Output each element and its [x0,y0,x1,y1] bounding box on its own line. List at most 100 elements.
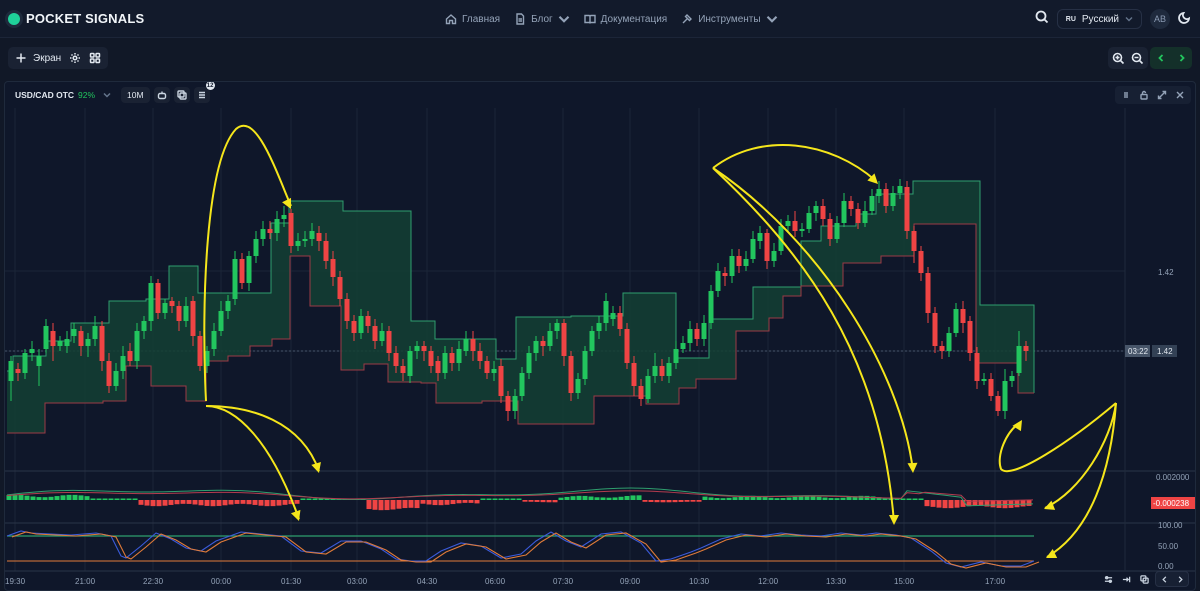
nav-home[interactable]: Главная [445,13,500,25]
chart-axes: 19:30 21:00 22:30 00:00 01:30 03:00 04:30 06:00… [5,268,1195,586]
candle [785,221,791,226]
candle [337,277,343,299]
time-axis-label: 17:00 [985,577,1006,586]
candle [491,369,497,373]
time-axis-label: 22:30 [143,577,164,586]
nav-tools[interactable]: Инструменты [681,13,777,25]
candle [701,323,707,339]
chart-pager [1155,571,1189,587]
chart-panel: USD/CAD OTC 92% 10M 12 19:30 21:00 22:30 00… [4,81,1196,591]
chevron-down-icon [558,16,569,23]
search-button[interactable] [1035,10,1049,29]
candle [967,321,973,353]
arrowhead-icon [1044,500,1056,510]
annotation-arrow [712,167,914,472]
user-avatar[interactable]: AB [1150,9,1170,29]
candle [92,326,98,339]
annotation-arrows [203,125,1117,558]
candle [932,313,938,346]
candle [36,356,42,366]
candle [197,336,203,366]
zoom-out-icon[interactable] [1131,52,1144,65]
chevron-right-icon[interactable] [1177,53,1187,63]
close-icon[interactable] [1175,90,1185,100]
candle [127,351,133,361]
brand-logo[interactable]: POCKET SIGNALS [8,11,144,26]
candle [421,346,427,351]
duplicate-chart-button[interactable] [173,87,190,103]
layout-grid-icon[interactable] [89,52,101,64]
brand-dot-icon [8,12,20,25]
chevron-down-icon [103,92,111,98]
candle [855,209,861,223]
candle [715,271,721,291]
candle [463,339,469,351]
copy-button[interactable] [1137,572,1151,586]
chevron-left-icon[interactable] [1156,53,1166,63]
chart-settings-button[interactable] [1101,572,1115,586]
robot-button[interactable] [153,87,170,103]
candle [15,369,21,373]
candle [358,316,364,333]
candle [449,353,455,363]
candle [631,363,637,386]
candle [498,366,504,396]
candle [687,329,693,343]
nav-blog[interactable]: Блог [514,13,570,25]
time-axis-label: 00:00 [211,577,232,586]
expand-icon[interactable] [1157,90,1167,100]
nav-docs[interactable]: Документация [583,13,668,25]
time-axis-label: 09:00 [620,577,641,586]
candle [302,239,308,241]
candle [253,239,259,256]
candle [400,366,406,373]
unlock-icon[interactable] [1139,90,1149,100]
candle [22,353,28,373]
time-axis-label: 06:00 [485,577,506,586]
nav-docs-label: Документация [600,13,668,25]
annotation-arrow [205,405,300,520]
candle [638,386,644,399]
price-chart[interactable]: 19:30 21:00 22:30 00:00 01:30 03:00 04:30 06:00… [5,108,1196,591]
timeframe-button[interactable]: 10M [121,87,150,103]
indicators-button[interactable]: 12 [193,82,215,103]
candle [1002,381,1008,411]
arrow-to-end-icon [1122,576,1130,582]
candle [99,326,105,361]
copy-plus-icon [176,90,187,100]
add-screen-button[interactable]: Экран [15,52,61,64]
annotation-arrow [712,143,877,182]
candle [8,361,14,381]
chevron-right-icon [1178,575,1183,583]
pager-next-button[interactable] [1172,572,1188,586]
nav-home-label: Главная [462,13,501,25]
list-icon [198,91,205,99]
pager-prev-button[interactable] [1156,572,1172,586]
candle [533,341,539,353]
candle [274,219,280,233]
candle [862,211,868,223]
candle [554,323,560,331]
drag-handle-icon[interactable] [1121,90,1131,100]
candle [148,283,154,321]
candle [736,256,742,266]
book-icon [583,14,596,24]
candle [50,331,56,346]
language-selector[interactable]: RU Русский [1056,9,1142,29]
candle [918,251,924,273]
candle [512,396,518,411]
candle [365,316,371,326]
candle [666,363,672,376]
zoom-in-icon[interactable] [1112,52,1125,65]
candle [610,313,616,319]
candle [1009,376,1015,381]
candle [960,309,966,323]
candle [547,331,553,346]
robot-icon [157,91,166,100]
candle [764,233,770,261]
scroll-to-latest-button[interactable] [1119,572,1133,586]
theme-toggle[interactable] [1178,10,1192,29]
gear-icon[interactable] [69,52,81,64]
candle [988,379,994,396]
symbol-selector[interactable]: USD/CAD OTC 92% [15,90,111,100]
